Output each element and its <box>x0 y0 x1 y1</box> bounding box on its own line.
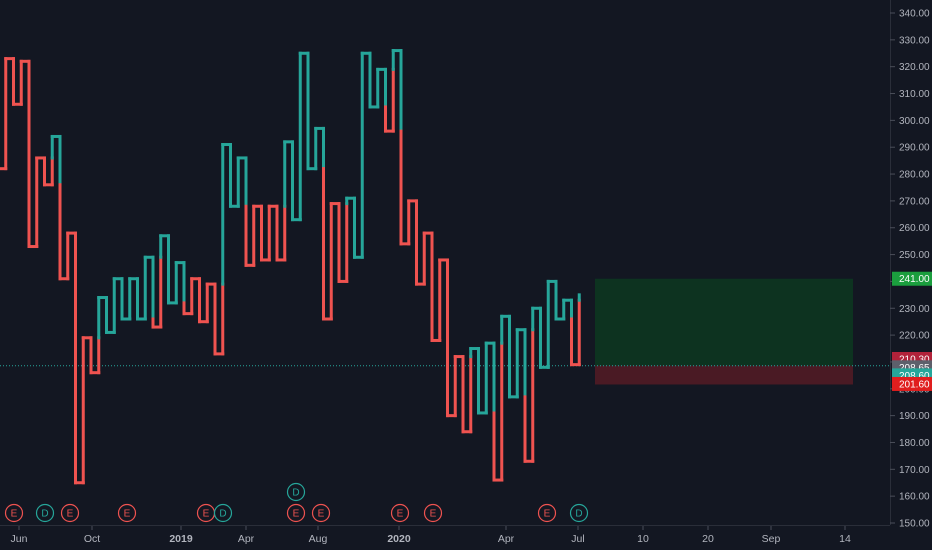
earnings-marker[interactable] <box>537 503 557 523</box>
entry-price-tag: 208.65 <box>899 363 930 374</box>
target-price-tag-bg <box>892 271 932 286</box>
earnings-marker[interactable] <box>4 503 24 523</box>
price-tick-label: 220.00 <box>899 331 930 342</box>
earnings-marker[interactable] <box>286 503 306 523</box>
earnings-marker[interactable] <box>390 503 410 523</box>
last-price-tag: 208.60 <box>899 371 930 382</box>
price-tick-label: 290.00 <box>899 143 930 154</box>
time-tick-label: Apr <box>498 533 515 545</box>
event-marker-letter: E <box>318 509 325 520</box>
price-tick-label: 260.00 <box>899 223 930 234</box>
event-marker-letter: E <box>430 509 437 520</box>
event-marker-letter: E <box>293 509 300 520</box>
dividend-marker[interactable] <box>213 503 233 523</box>
kagi-series[interactable] <box>0 49 581 485</box>
event-marker-letter: D <box>41 509 48 520</box>
price-tick-label: 160.00 <box>899 492 930 503</box>
price-tick-label: 230.00 <box>899 304 930 315</box>
time-tick-label: Jul <box>571 533 584 545</box>
event-marker-letter: E <box>203 509 210 520</box>
dividend-marker[interactable] <box>35 503 55 523</box>
time-tick-label: 2020 <box>387 533 411 545</box>
time-tick-label: Jun <box>11 533 28 545</box>
time-tick-label: Oct <box>84 533 100 545</box>
event-marker-letter: E <box>544 509 551 520</box>
event-marker-letter: E <box>397 509 404 520</box>
time-tick-label: 14 <box>839 533 851 545</box>
earnings-marker[interactable] <box>423 503 443 523</box>
event-marker-letter: E <box>67 509 74 520</box>
price-tick-label: 190.00 <box>899 411 930 422</box>
price-tick-label: 300.00 <box>899 116 930 127</box>
event-marker-letter: E <box>11 509 18 520</box>
price-tick-label: 250.00 <box>899 250 930 261</box>
stop-price-tag: 201.60 <box>899 379 930 390</box>
price-tick-label: 150.00 <box>899 519 930 530</box>
target-zone[interactable] <box>595 278 853 366</box>
time-tick-label: Aug <box>309 533 328 545</box>
earnings-marker[interactable] <box>311 503 331 523</box>
dividend-marker[interactable] <box>569 503 589 523</box>
time-tick-label: 2019 <box>169 533 193 545</box>
stop-zone[interactable] <box>595 365 853 385</box>
price-tick-label: 310.00 <box>899 89 930 100</box>
time-axis[interactable]: Jun Oct 2019 Apr Aug 2020 Apr Jul 10 20 Sep 14 <box>11 526 851 545</box>
earnings-marker[interactable] <box>60 503 80 523</box>
target-price-tag: 241.00 <box>899 274 930 285</box>
dividend-marker[interactable] <box>286 482 306 502</box>
event-marker-letter: E <box>124 509 131 520</box>
event-marker-letter: D <box>292 488 299 499</box>
earnings-marker[interactable] <box>117 503 137 523</box>
upper-price-tag: 210.30 <box>899 354 930 365</box>
price-tick-label: 280.00 <box>899 170 930 181</box>
stop-price-tag-bg <box>892 376 932 391</box>
price-tick-label: 340.00 <box>899 9 930 20</box>
event-marker-letter: D <box>219 509 226 520</box>
time-tick-label: Sep <box>762 533 781 545</box>
time-tick-label: Apr <box>238 533 255 545</box>
event-marker-letter: D <box>575 509 582 520</box>
time-tick-label: 10 <box>637 533 649 545</box>
risk-reward-zones[interactable] <box>595 278 853 385</box>
price-tick-label: 170.00 <box>899 465 930 476</box>
price-tick-label: 330.00 <box>899 35 930 46</box>
price-tick-label: 180.00 <box>899 438 930 449</box>
event-markers[interactable]: E D E E E DDE E E E E D <box>4 482 589 523</box>
price-tick-label: 270.00 <box>899 196 930 207</box>
time-tick-label: 20 <box>702 533 714 545</box>
price-tick-label: 320.00 <box>899 62 930 73</box>
